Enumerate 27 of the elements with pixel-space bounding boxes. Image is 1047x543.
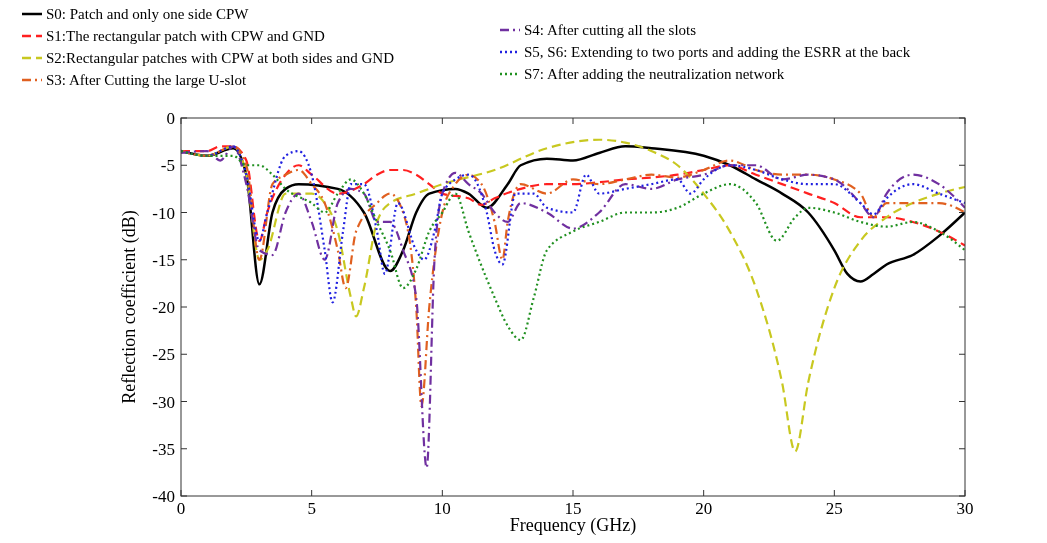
legend-label: S0: Patch and only one side CPW — [46, 6, 250, 22]
legend-label: S1:The rectangular patch with CPW and GND — [46, 28, 325, 44]
x-tick-label: 15 — [564, 499, 582, 518]
y-tick-label: -10 — [152, 203, 175, 223]
y-tick-label: -30 — [152, 392, 175, 412]
y-tick-label: 0 — [166, 109, 175, 128]
y-tick-label: -15 — [152, 250, 175, 270]
legend-label: S4: After cutting all the slots — [524, 22, 697, 38]
x-tick-label: 10 — [433, 499, 451, 518]
x-tick-label: 5 — [307, 499, 316, 518]
x-tick-label: 20 — [695, 499, 713, 518]
y-tick-label: -5 — [160, 156, 175, 176]
y-tick-label: -20 — [152, 298, 175, 317]
line-series — [181, 145, 965, 408]
x-axis-title: Frequency (GHz) — [509, 515, 637, 536]
y-tick-label: -40 — [152, 487, 175, 506]
y-axis-title: Reflection coefficient (dB) — [119, 210, 140, 404]
legend-label: S2:Rectangular patches with CPW at both sides and GND — [46, 50, 395, 66]
legend-label: S7: After adding the neutralization network — [524, 66, 785, 82]
line-series — [181, 145, 965, 247]
x-tick-label: 25 — [825, 499, 843, 518]
y-tick-label: -35 — [152, 439, 175, 459]
legend-label: S5, S6: Extending to two ports and adding the ESRR at the back — [524, 44, 911, 60]
x-tick-label: 30 — [956, 499, 974, 518]
legend-label: S3: After Cutting the large U-slot — [46, 72, 247, 88]
y-tick-label: -25 — [152, 345, 175, 365]
line-series — [181, 149, 965, 342]
